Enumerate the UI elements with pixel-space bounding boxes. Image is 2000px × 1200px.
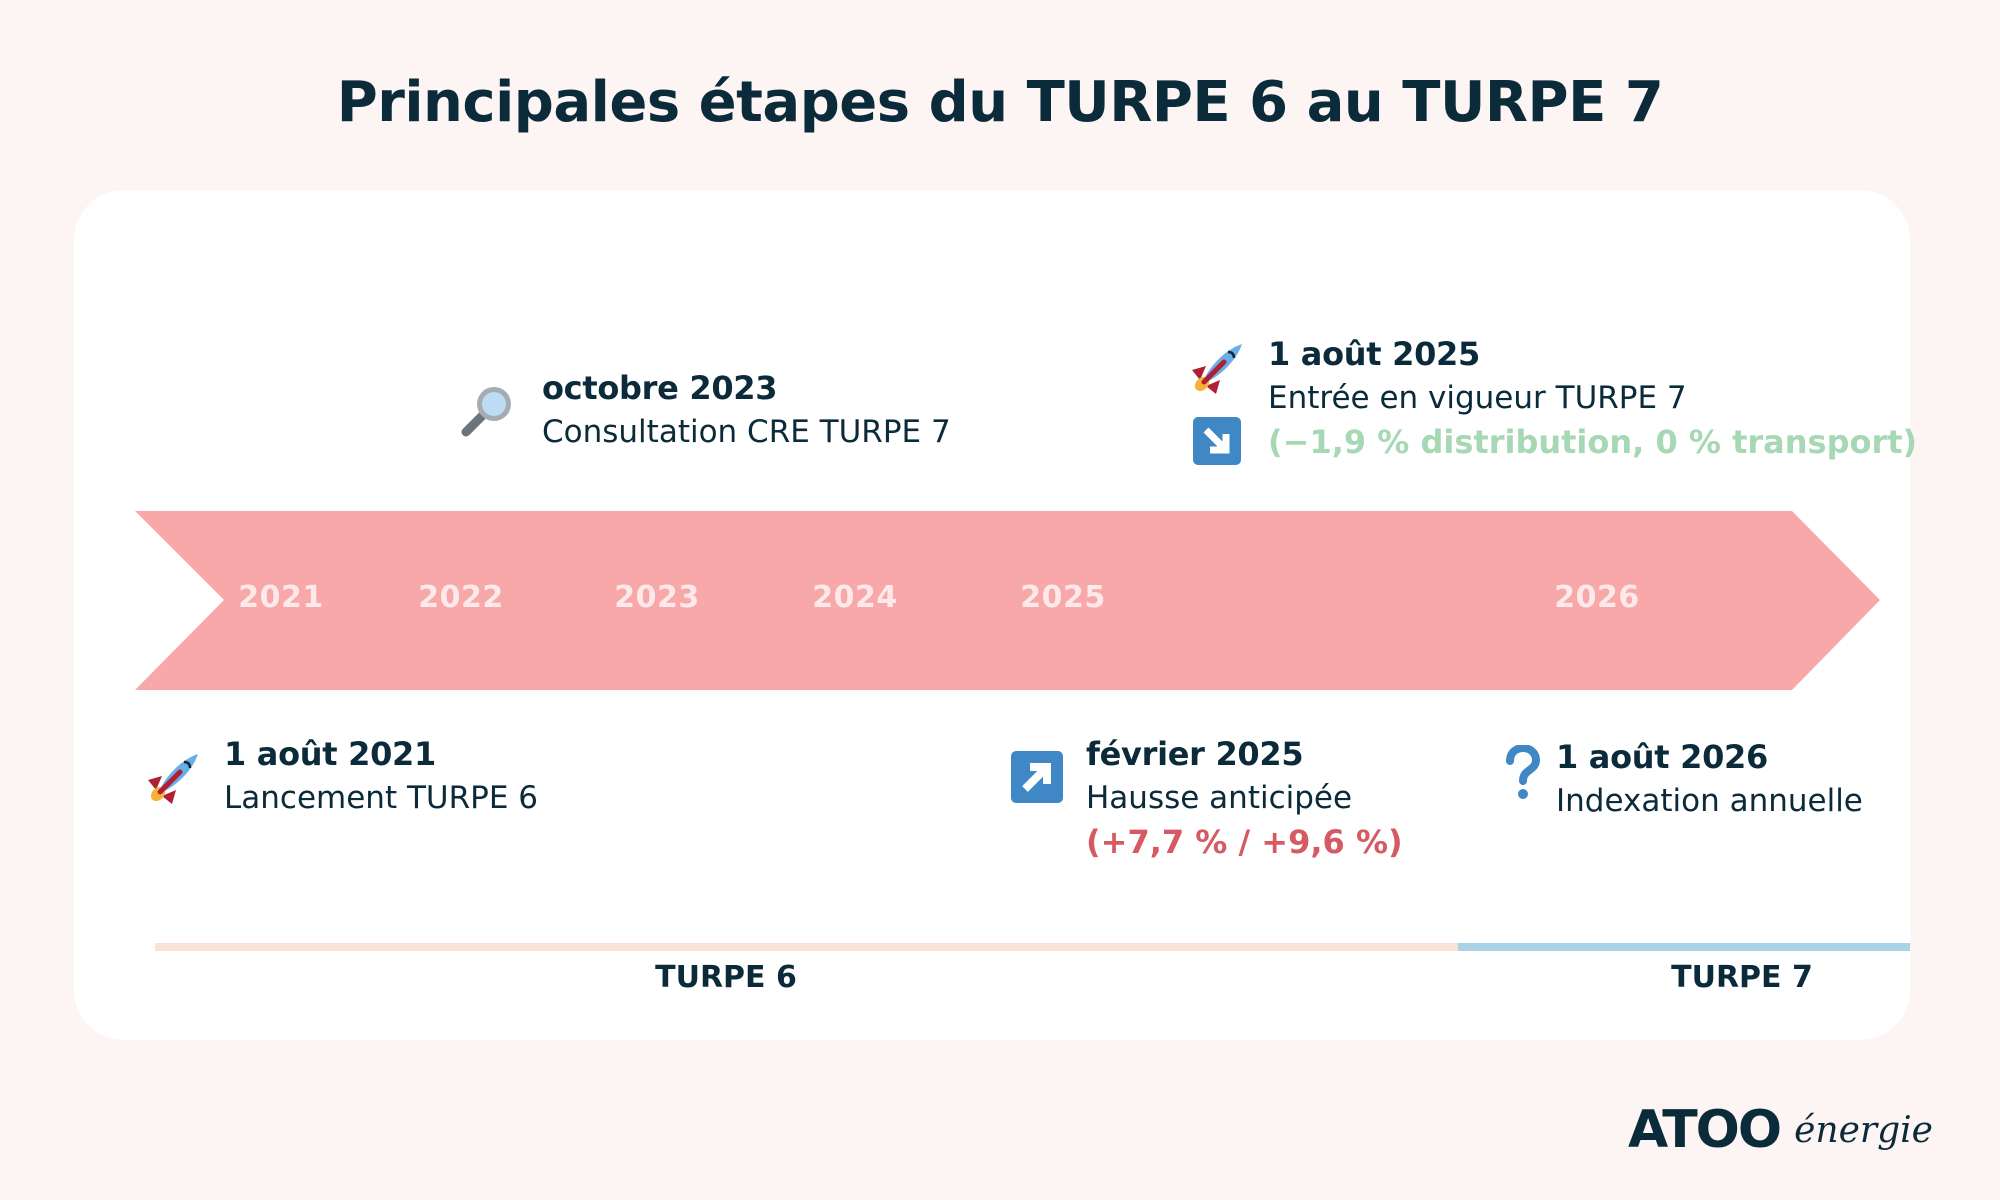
event-anticipated-increase-2025: février 2025 Hausse anticipée (+7,7 % / … — [1010, 732, 1403, 864]
event-date: octobre 2023 — [542, 369, 778, 407]
event-date: 1 août 2021 — [224, 735, 436, 773]
arrow-down-right-icon — [1192, 416, 1242, 470]
event-increase-note: (+7,7 % / +9,6 %) — [1086, 823, 1403, 861]
event-annual-indexation-2026: 1 août 2026 Indexation annuelle — [1504, 735, 1863, 823]
turpe6-period-bar — [155, 943, 1458, 951]
year-label-2022: 2022 — [418, 580, 504, 615]
turpe6-period-label: TURPE 6 — [655, 960, 797, 995]
magnifying-glass-icon — [456, 378, 520, 446]
page-title: Principales étapes du TURPE 6 au TURPE 7 — [336, 70, 1664, 135]
event-description: Entrée en vigueur TURPE 7 — [1268, 380, 1687, 416]
turpe7-period-bar — [1458, 943, 1910, 951]
event-description: Indexation annuelle — [1556, 783, 1863, 819]
logo-tagline: énergie — [1794, 1109, 1933, 1151]
rocket-icon — [1188, 340, 1246, 402]
turpe7-period-label: TURPE 7 — [1671, 960, 1813, 995]
logo-brand: ATOO — [1628, 1100, 1782, 1160]
event-date: février 2025 — [1086, 735, 1304, 773]
event-date: 1 août 2025 — [1268, 335, 1480, 373]
event-turpe7-start: 1 août 2025 Entrée en vigueur TURPE 7 (−… — [1188, 332, 1917, 470]
year-label-2025: 2025 — [1020, 580, 1106, 615]
arrow-up-right-icon — [1010, 750, 1064, 808]
event-turpe6-launch: 1 août 2021 Lancement TURPE 6 — [144, 732, 538, 820]
event-consultation-2023: octobre 2023 Consultation CRE TURPE 7 — [456, 366, 951, 454]
year-label-2024: 2024 — [812, 580, 898, 615]
rocket-icon — [144, 750, 202, 812]
year-label-2023: 2023 — [614, 580, 700, 615]
event-description: Lancement TURPE 6 — [224, 780, 538, 816]
question-mark-icon — [1504, 743, 1541, 805]
year-label-2026: 2026 — [1554, 580, 1640, 615]
atoo-energie-logo: ATOO énergie — [1628, 1100, 1933, 1160]
event-description: Hausse anticipée — [1086, 780, 1353, 816]
event-date: 1 août 2026 — [1556, 738, 1768, 776]
year-label-2021: 2021 — [238, 580, 324, 615]
event-description: Consultation CRE TURPE 7 — [542, 414, 951, 450]
event-decrease-note: (−1,9 % distribution, 0 % transport) — [1268, 423, 1918, 461]
